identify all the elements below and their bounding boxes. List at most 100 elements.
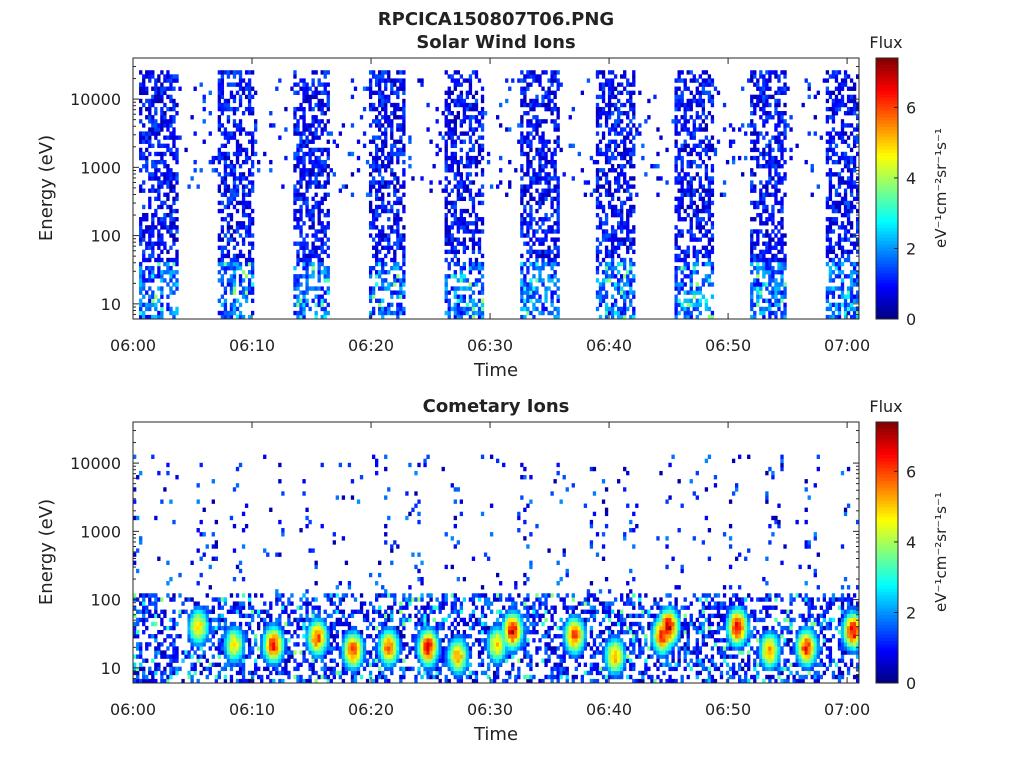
heatmap-cell bbox=[223, 102, 228, 108]
heatmap-cell bbox=[783, 265, 787, 271]
heatmap-cell bbox=[704, 164, 709, 169]
heatmap-cell bbox=[855, 225, 860, 230]
heatmap-cell bbox=[293, 200, 297, 206]
heatmap-cell bbox=[544, 233, 548, 238]
colorbar-segment bbox=[876, 74, 898, 78]
heatmap-cell bbox=[604, 265, 609, 271]
heatmap-cell bbox=[208, 666, 212, 672]
heatmap-cell bbox=[598, 111, 603, 116]
heatmap-cell bbox=[293, 164, 297, 169]
heatmap-cell bbox=[169, 617, 173, 623]
heatmap-cell bbox=[447, 164, 451, 169]
solar-wind-frame bbox=[132, 57, 860, 320]
heatmap-cell bbox=[695, 78, 699, 83]
heatmap-cell bbox=[462, 184, 467, 189]
heatmap-cell bbox=[302, 294, 306, 299]
heatmap-cell bbox=[151, 188, 155, 193]
heatmap-cell bbox=[172, 225, 176, 230]
heatmap-cell bbox=[375, 164, 379, 169]
heatmap-cell bbox=[371, 294, 376, 299]
heatmap-cell bbox=[544, 212, 548, 218]
heatmap-cell bbox=[238, 314, 243, 320]
heatmap-cell bbox=[160, 609, 164, 614]
heatmap-cell bbox=[774, 74, 778, 79]
heatmap-cell bbox=[217, 257, 222, 263]
heatmap-cell bbox=[241, 221, 246, 226]
heatmap-cell bbox=[142, 274, 146, 279]
heatmap-cell bbox=[617, 208, 621, 214]
heatmap-cell bbox=[677, 253, 681, 259]
heatmap-cell bbox=[837, 265, 842, 271]
heatmap-cell bbox=[151, 225, 155, 230]
heatmap-cell bbox=[299, 102, 303, 108]
heatmap-cell bbox=[556, 111, 560, 116]
heatmap-cell bbox=[323, 82, 327, 87]
heatmap-cell bbox=[556, 229, 560, 234]
heatmap-cell bbox=[756, 86, 760, 91]
heatmap-cell bbox=[163, 638, 167, 643]
heatmap-cell bbox=[314, 164, 318, 169]
heatmap-cell bbox=[220, 180, 225, 185]
heatmap-cell bbox=[378, 90, 382, 96]
heatmap-cell bbox=[447, 102, 451, 108]
heatmap-cell bbox=[665, 180, 669, 185]
heatmap-cell bbox=[683, 147, 687, 153]
heatmap-cell bbox=[756, 298, 760, 303]
heatmap-cell bbox=[148, 302, 152, 308]
heatmap-cell bbox=[529, 261, 533, 267]
heatmap-cell bbox=[541, 131, 545, 136]
heatmap-cell bbox=[623, 86, 627, 91]
heatmap-cell bbox=[846, 74, 851, 79]
heatmap-cell bbox=[311, 233, 315, 238]
heatmap-cell bbox=[707, 204, 712, 210]
heatmap-cell bbox=[169, 290, 173, 295]
heatmap-cell bbox=[604, 302, 609, 308]
heatmap-cell bbox=[831, 200, 836, 206]
heatmap-cell bbox=[202, 613, 206, 619]
heatmap-cell bbox=[462, 225, 467, 230]
heatmap-cell bbox=[444, 257, 448, 263]
heatmap-cell bbox=[753, 314, 757, 320]
heatmap-cell bbox=[849, 282, 854, 287]
heatmap-cell bbox=[208, 638, 212, 643]
heatmap-cell bbox=[674, 127, 678, 132]
heatmap-cell bbox=[323, 212, 327, 218]
heatmap-cell bbox=[402, 180, 406, 185]
heatmap-cell bbox=[620, 168, 624, 173]
heatmap-cell bbox=[378, 188, 382, 193]
heatmap-cell bbox=[598, 184, 603, 189]
heatmap-cell bbox=[465, 306, 470, 312]
heatmap-cell bbox=[846, 123, 851, 128]
heatmap-cell bbox=[529, 192, 533, 197]
heatmap-cell bbox=[136, 654, 140, 659]
heatmap-cell bbox=[217, 119, 222, 124]
heatmap-cell bbox=[750, 245, 754, 250]
heatmap-cell bbox=[759, 221, 763, 226]
heatmap-cell bbox=[707, 314, 712, 320]
heatmap-cell bbox=[471, 261, 476, 267]
heatmap-cell bbox=[843, 298, 848, 303]
heatmap-cell bbox=[381, 208, 385, 214]
heatmap-cell bbox=[145, 212, 149, 218]
heatmap-cell bbox=[375, 119, 379, 124]
heatmap-cell bbox=[780, 176, 784, 181]
heatmap-cell bbox=[834, 151, 839, 157]
heatmap-cell bbox=[704, 229, 709, 234]
heatmap-cell bbox=[632, 278, 636, 283]
heatmap-cell bbox=[604, 176, 609, 181]
heatmap-cell bbox=[402, 159, 406, 165]
heatmap-cell bbox=[326, 208, 330, 214]
heatmap-cell bbox=[680, 176, 684, 181]
heatmap-cell bbox=[368, 225, 373, 230]
heatmap-cell bbox=[701, 204, 706, 210]
heatmap-cell bbox=[855, 314, 860, 320]
heatmap-cell bbox=[689, 310, 693, 316]
heatmap-cell bbox=[320, 102, 324, 108]
heatmap-cell bbox=[136, 646, 140, 651]
heatmap-cell bbox=[828, 94, 833, 100]
heatmap-cell bbox=[846, 274, 851, 279]
heatmap-cell bbox=[686, 290, 690, 295]
heatmap-cell bbox=[157, 314, 161, 320]
heatmap-cell bbox=[235, 225, 240, 230]
heatmap-cell bbox=[154, 666, 158, 672]
